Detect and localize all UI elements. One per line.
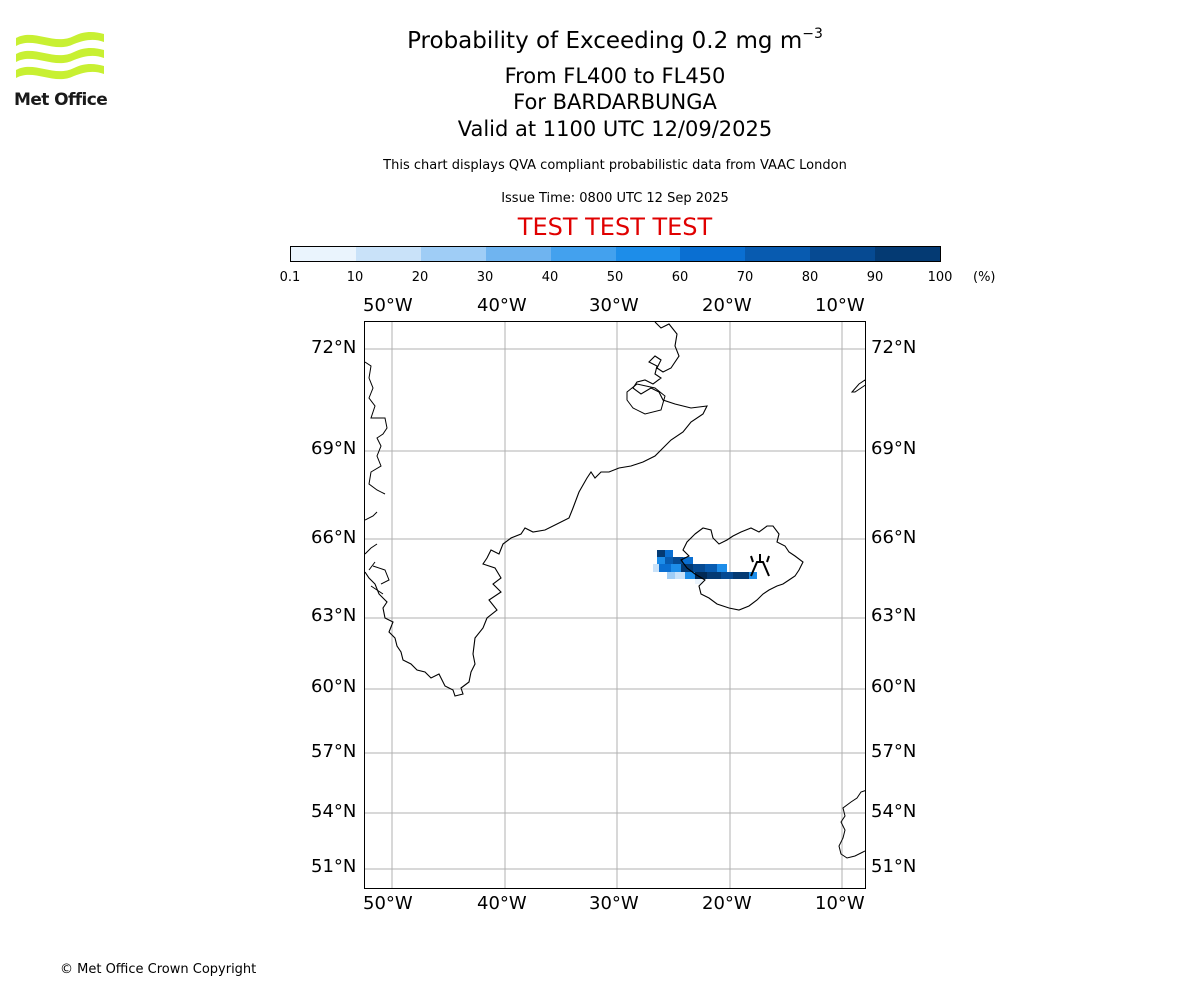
colorbar-segment	[745, 247, 811, 261]
chart-description: This chart displays QVA compliant probab…	[383, 158, 847, 173]
lat-label-right: 54°N	[871, 801, 917, 822]
lon-label-top: 40°W	[477, 295, 527, 316]
volcano-icon	[750, 554, 770, 577]
svalbard-fragment	[850, 379, 865, 393]
lat-label-left: 51°N	[311, 856, 357, 877]
lat-label-right: 57°N	[871, 741, 917, 762]
colorbar-unit: (%)	[973, 270, 996, 285]
test-banner: TEST TEST TEST	[517, 213, 713, 241]
valid-time: Valid at 1100 UTC 12/09/2025	[457, 117, 773, 141]
map-svg	[365, 322, 865, 888]
volcano-name: For BARDARBUNGA	[513, 90, 717, 114]
colorbar-segment	[355, 247, 421, 261]
issue-time: Issue Time: 0800 UTC 12 Sep 2025	[501, 191, 729, 206]
lat-label-right: 51°N	[871, 856, 917, 877]
colorbar-tick: 60	[671, 270, 689, 285]
lon-label-top: 10°W	[815, 295, 865, 316]
map-panel[interactable]	[364, 321, 866, 889]
lat-label-left: 60°N	[311, 676, 357, 697]
copyright-notice: © Met Office Crown Copyright	[60, 962, 257, 977]
colorbar-tick: 0.1	[279, 270, 301, 285]
lat-label-left: 69°N	[311, 438, 357, 459]
lat-label-right: 72°N	[871, 337, 917, 358]
colorbar-segment	[485, 247, 551, 261]
ash-probability-cells	[653, 550, 757, 584]
greenland-west-islands	[365, 511, 390, 595]
lon-label-bottom: 10°W	[815, 893, 865, 914]
ireland-coastline	[838, 790, 865, 859]
lat-label-right: 63°N	[871, 605, 917, 626]
colorbar-tick: 10	[346, 270, 364, 285]
lat-label-right: 66°N	[871, 527, 917, 548]
lat-label-left: 54°N	[311, 801, 357, 822]
colorbar-tick: 30	[476, 270, 494, 285]
colorbar-tick: 100	[927, 270, 953, 285]
met-office-logo: Met Office	[14, 30, 108, 112]
lat-label-left: 57°N	[311, 741, 357, 762]
lat-label-left: 72°N	[311, 337, 357, 358]
iceland-coastline	[680, 525, 804, 611]
greenland-inlet	[626, 383, 666, 415]
greenland-coastline	[365, 322, 708, 697]
met-office-waves-icon	[16, 32, 104, 80]
lat-label-right: 60°N	[871, 676, 917, 697]
colorbar-tick: 20	[411, 270, 429, 285]
lon-label-bottom: 30°W	[589, 893, 639, 914]
colorbar-segment	[810, 247, 876, 261]
colorbar-tick: 40	[541, 270, 559, 285]
level-range: From FL400 to FL450	[504, 64, 726, 88]
colorbar-segment	[291, 247, 356, 261]
lon-label-top: 50°W	[363, 295, 413, 316]
colorbar-tick: 50	[606, 270, 624, 285]
colorbar-tick: 70	[736, 270, 754, 285]
colorbar-segment	[680, 247, 746, 261]
colorbar-segment	[550, 247, 616, 261]
lon-label-top: 20°W	[702, 295, 752, 316]
colorbar-segment	[875, 247, 941, 261]
lon-label-bottom: 20°W	[702, 893, 752, 914]
colorbar-segment	[615, 247, 681, 261]
lon-label-bottom: 40°W	[477, 893, 527, 914]
colorbar-tick: 80	[801, 270, 819, 285]
lat-label-left: 63°N	[311, 605, 357, 626]
colorbar-tick: 90	[866, 270, 884, 285]
lat-label-right: 69°N	[871, 438, 917, 459]
chart-title: Probability of Exceeding 0.2 mg m−3	[407, 26, 823, 54]
lon-label-top: 30°W	[589, 295, 639, 316]
logo-text: Met Office	[14, 90, 108, 110]
lon-label-bottom: 50°W	[363, 893, 413, 914]
greenland-west-coast	[365, 361, 388, 495]
probability-colorbar	[290, 246, 941, 262]
gridlines	[365, 322, 865, 888]
colorbar-segment	[420, 247, 486, 261]
lat-label-left: 66°N	[311, 527, 357, 548]
